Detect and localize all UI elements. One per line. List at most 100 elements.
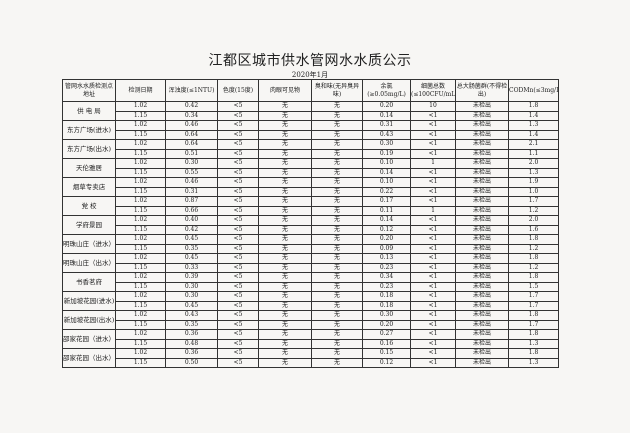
table-cell: 无 — [311, 272, 363, 283]
table-cell: 无 — [311, 357, 363, 368]
table-cell: <1 — [410, 215, 456, 226]
table-cell: <5 — [217, 139, 259, 150]
table-cell: <1 — [410, 196, 456, 207]
table-cell: 0.39 — [165, 272, 218, 283]
table-row: 1.15 0.48 <5 无无 0.16 <1 未检出 1.3 — [63, 338, 559, 349]
table-cell: 无 — [258, 120, 312, 131]
table-cell: 未检出 — [455, 310, 509, 321]
table-cell: 未检出 — [455, 110, 509, 121]
table-cell: 0.46 — [165, 120, 218, 131]
table-cell: 0.23 — [362, 281, 411, 292]
table-cell: <1 — [410, 272, 456, 283]
table-cell: 1.2 — [508, 262, 559, 273]
table-cell: 未检出 — [455, 281, 509, 292]
table-cell: <5 — [217, 186, 259, 197]
table-cell: 未检出 — [455, 291, 509, 302]
table-cell: 无 — [258, 167, 312, 178]
table-cell: 1.02 — [115, 329, 166, 340]
table-cell: 1.7 — [508, 319, 559, 330]
table-cell: 无 — [311, 291, 363, 302]
table-cell: 无 — [311, 253, 363, 264]
table-row: 1.15 0.31 <5 无无 0.22 <1 未检出 1.0 — [63, 186, 559, 197]
column-header: CODMn(≤3mg/L) — [508, 79, 559, 102]
column-header: 检测日期 — [115, 79, 166, 102]
table-cell: <1 — [410, 253, 456, 264]
table-row: 邵家花园（进水） 1.02 0.36 <5 无无 0.27 <1 未检出 1.8 — [62, 329, 559, 349]
site-name: 邵家花园（进水） — [62, 329, 116, 349]
column-header: 总大肠菌群(不得检出) — [455, 79, 509, 102]
site-name: 新加坡花园(出水) — [62, 310, 116, 330]
table-cell: <1 — [410, 129, 456, 140]
table-cell: 1.3 — [508, 167, 559, 178]
table-cell: <5 — [217, 300, 259, 311]
table-cell: 1.1 — [508, 148, 559, 159]
table-row: 新加坡花园(进水) 1.02 0.30 <5 无无 0.18 <1 未检出 1.7 — [62, 291, 559, 311]
table-cell: 无 — [258, 357, 312, 368]
table-row: 1.15 0.50 <5 无无 0.12 <1 未检出 1.3 — [63, 357, 559, 368]
table-cell: 0.12 — [362, 224, 411, 235]
table-cell: 1.8 — [508, 101, 559, 112]
site-name: 东方广场(出水) — [62, 139, 116, 159]
table-row: 邵家花园（出水） 1.02 0.36 <5 无无 0.15 <1 未检出 1.8 — [62, 348, 559, 368]
table-cell: 1.02 — [115, 348, 166, 359]
table-cell: 1.02 — [115, 139, 166, 150]
table-cell: 1.5 — [508, 281, 559, 292]
site-name: 东方广场(进水) — [62, 120, 116, 140]
column-header: 臭和味(无异臭异味) — [311, 79, 363, 102]
table-cell: 未检出 — [455, 196, 509, 207]
table-cell: 1.02 — [115, 101, 166, 112]
table-cell: <1 — [410, 291, 456, 302]
page-title: 江都区城市供水管网水水质公示 — [208, 53, 412, 69]
table-cell: 1.02 — [115, 158, 166, 169]
table-cell: 1.8 — [508, 310, 559, 321]
table-cell: 0.20 — [362, 234, 411, 245]
table-cell: 0.31 — [362, 120, 411, 131]
table-cell: 未检出 — [455, 167, 509, 178]
table-cell: 1.3 — [508, 338, 559, 349]
table-cell: 未检出 — [455, 101, 509, 112]
table-cell: 0.33 — [165, 262, 218, 273]
table-cell: 无 — [311, 348, 363, 359]
table-cell: 0.20 — [362, 319, 411, 330]
table-cell: 1.15 — [115, 319, 166, 330]
table-cell: 1.15 — [115, 338, 166, 349]
column-header: 余氯(≥0.05mg/L) — [362, 79, 411, 102]
table-cell: <5 — [217, 310, 259, 321]
table-cell: 0.20 — [362, 101, 411, 112]
table-cell: <1 — [410, 357, 456, 368]
table-cell: 10 — [410, 101, 456, 112]
table-cell: 1.3 — [508, 120, 559, 131]
table-row: 1.15 0.66 <5 无无 0.11 1 未检出 1.2 — [63, 205, 559, 216]
table-cell: 无 — [258, 272, 312, 283]
table-cell: 1.8 — [508, 234, 559, 245]
table-cell: 0.27 — [362, 329, 411, 340]
table-cell: <5 — [217, 158, 259, 169]
table-cell: 1.4 — [508, 129, 559, 140]
table-cell: 无 — [311, 129, 363, 140]
table-row: 1.15 0.45 <5 无无 0.18 <1 未检出 1.7 — [63, 300, 559, 311]
table-cell: 无 — [258, 319, 312, 330]
table-cell: 未检出 — [455, 148, 509, 159]
table-cell: 0.45 — [165, 300, 218, 311]
table-cell: 0.30 — [165, 158, 218, 169]
table-cell: 0.30 — [165, 281, 218, 292]
table-cell: 2.0 — [508, 215, 559, 226]
table-cell: 无 — [311, 215, 363, 226]
table-cell: 0.16 — [362, 338, 411, 349]
table-cell: 无 — [258, 262, 312, 273]
table-cell: 无 — [258, 110, 312, 121]
table-cell: 无 — [258, 348, 312, 359]
table-cell: <1 — [410, 310, 456, 321]
table-cell: 无 — [311, 196, 363, 207]
table-cell: 1.2 — [508, 205, 559, 216]
page-subtitle-date: 2020年1月 — [291, 71, 329, 79]
table-cell: 1.4 — [508, 110, 559, 121]
table-cell: 1.7 — [508, 196, 559, 207]
table-row: 1.15 0.35 <5 无无 0.09 <1 未检出 1.2 — [63, 243, 559, 254]
table-cell: 1.15 — [115, 186, 166, 197]
table-row: 1.15 0.42 <5 无无 0.12 <1 未检出 1.6 — [63, 224, 559, 235]
table-cell: 0.31 — [165, 186, 218, 197]
table-cell: <5 — [217, 177, 259, 188]
table-cell: 无 — [258, 291, 312, 302]
table-cell: 0.43 — [362, 129, 411, 140]
